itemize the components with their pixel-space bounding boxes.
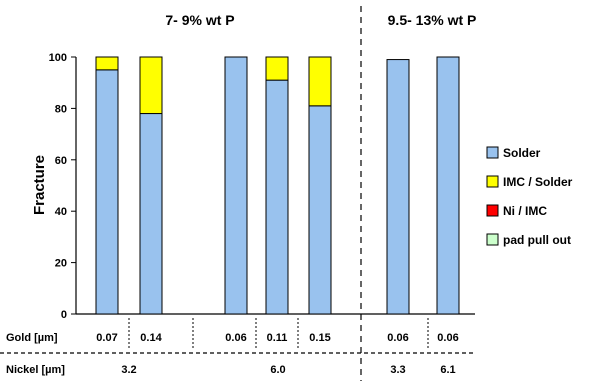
gold-row-label: Gold [µm]	[6, 332, 58, 344]
bar-solder-7	[436, 56, 460, 315]
nickel-value: 6.1	[440, 364, 455, 376]
legend-label: IMC / Solder	[503, 175, 573, 189]
y-tick-label: 40	[55, 206, 67, 218]
legend-swatch	[486, 175, 499, 188]
gold-value: 0.07	[96, 332, 117, 344]
phosphorus-group-label: 7- 9% wt P	[165, 12, 234, 28]
gold-value: 0.06	[437, 332, 458, 344]
bars	[95, 56, 460, 315]
bar-imc-solder-4	[265, 56, 289, 81]
gold-value: 0.06	[225, 332, 246, 344]
legend-label: pad pull out	[503, 233, 571, 247]
bar-solder-4	[265, 79, 289, 315]
y-tick-label: 0	[61, 309, 67, 321]
y-tick-label: 80	[55, 103, 67, 115]
phosphorus-group-label: 9.5- 13% wt P	[388, 12, 477, 28]
legend-swatch	[486, 233, 499, 246]
gold-value: 0.11	[267, 332, 288, 344]
bar-solder-2	[139, 113, 163, 315]
bar-imc-solder-1	[95, 56, 119, 71]
legend-swatch	[486, 204, 499, 217]
bar-imc-solder-5	[308, 56, 332, 107]
dividers	[0, 6, 475, 381]
nickel-value: 3.3	[390, 364, 405, 376]
bar-imc-solder-2	[139, 56, 163, 115]
y-tick-label: 20	[55, 258, 67, 270]
nickel-value: 3.2	[121, 364, 136, 376]
composition-rows: Gold [µm] 0.07 0.14 0.06 0.11 0.15 0.06 0.06 Nic…	[6, 332, 459, 376]
phosphorus-headers: 7- 9% wt P 9.5- 13% wt P	[165, 12, 476, 28]
bar-solder-3	[224, 56, 248, 315]
bar-solder-5	[308, 105, 332, 315]
y-tick-label: 60	[55, 155, 67, 167]
y-tick-label: 100	[49, 52, 67, 64]
gold-value: 0.15	[309, 332, 330, 344]
bar-solder-6	[386, 59, 410, 315]
gold-value: 0.14	[140, 332, 162, 344]
legend-swatch	[486, 146, 499, 159]
nickel-value: 6.0	[270, 364, 285, 376]
legend-label: Solder	[503, 146, 541, 160]
nickel-row-label: Nickel [µm]	[6, 364, 65, 376]
legend: Solder IMC / Solder Ni / IMC pad pull out	[486, 146, 573, 247]
gold-value: 0.06	[387, 332, 408, 344]
legend-label: Ni / IMC	[503, 204, 547, 218]
y-axis-label: Fracture	[31, 155, 48, 215]
bar-solder-1	[95, 69, 119, 315]
